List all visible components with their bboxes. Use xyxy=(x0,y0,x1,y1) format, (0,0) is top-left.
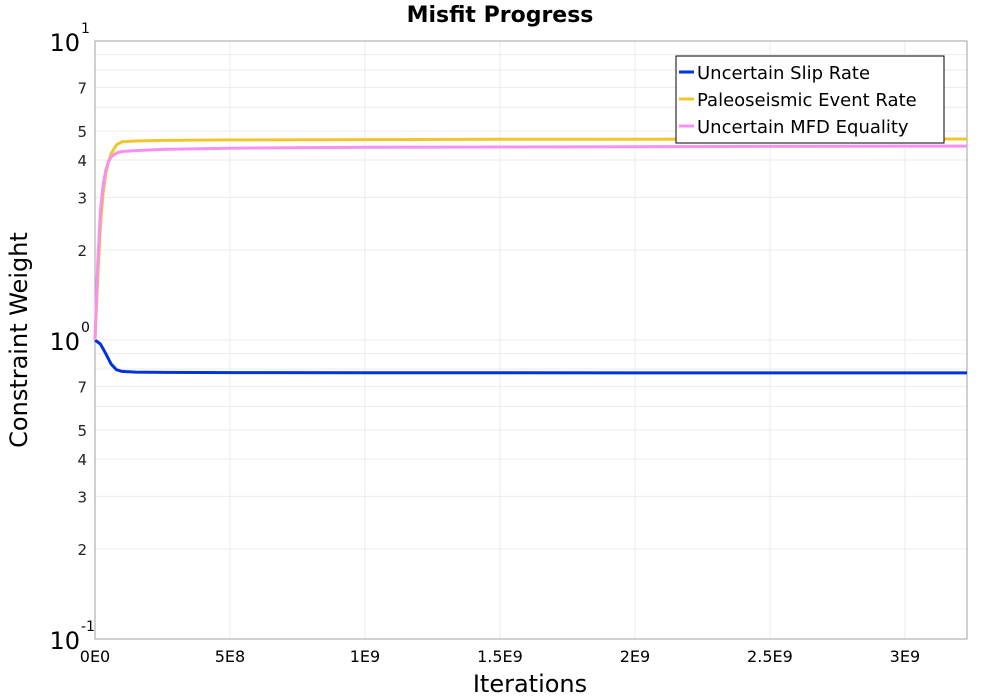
x-tick-label: 0E0 xyxy=(80,647,110,666)
y-tick-major-base: 10 xyxy=(49,328,80,356)
x-axis-label: Iterations xyxy=(473,670,587,698)
legend: Uncertain Slip Rate Paleoseismic Event Ra… xyxy=(675,55,945,144)
x-tick-label: 1.5E9 xyxy=(477,647,523,666)
series-lines xyxy=(93,137,967,375)
series-line-2 xyxy=(93,137,967,341)
chart-title: Misfit Progress xyxy=(407,3,594,28)
x-tick-label: 2.5E9 xyxy=(747,647,793,666)
x-tick-label: 2E9 xyxy=(620,647,650,666)
x-tick-label: 5E8 xyxy=(215,647,245,666)
y-tick-label: 7 xyxy=(77,378,87,396)
y-tick-label: 2 xyxy=(77,541,87,559)
grid-lines xyxy=(95,41,967,639)
y-tick-label: 3 xyxy=(77,189,87,207)
y-tick-major-exponent: -1 xyxy=(81,619,95,635)
y-tick-label: 5 xyxy=(77,123,87,141)
y-tick-label: 2 xyxy=(77,242,87,260)
y-tick-major-exponent: 0 xyxy=(81,320,90,336)
legend-item-label: Paleoseismic Event Rate xyxy=(697,90,917,111)
y-tick-label: 4 xyxy=(77,152,87,170)
y-tick-label: 4 xyxy=(77,451,87,469)
x-axis-ticks: 0E0 5E8 1E9 1.5E9 2E9 2.5E9 3E9 xyxy=(80,647,920,666)
y-axis-label: Constraint Weight xyxy=(5,232,33,448)
series-line-3 xyxy=(93,144,967,341)
x-tick-label: 3E9 xyxy=(890,647,920,666)
y-tick-major-base: 10 xyxy=(49,29,80,57)
legend-item-label: Uncertain Slip Rate xyxy=(697,63,870,84)
y-tick-label: 7 xyxy=(77,79,87,97)
legend-item-label: Uncertain MFD Equality xyxy=(697,117,909,138)
y-tick-major-base: 10 xyxy=(49,627,80,655)
series-line-1 xyxy=(94,338,967,375)
y-tick-label: 3 xyxy=(77,488,87,506)
y-tick-label: 5 xyxy=(77,422,87,440)
legend-box xyxy=(675,55,945,144)
x-tick-label: 1E9 xyxy=(350,647,380,666)
y-tick-major-exponent: 1 xyxy=(81,21,90,37)
